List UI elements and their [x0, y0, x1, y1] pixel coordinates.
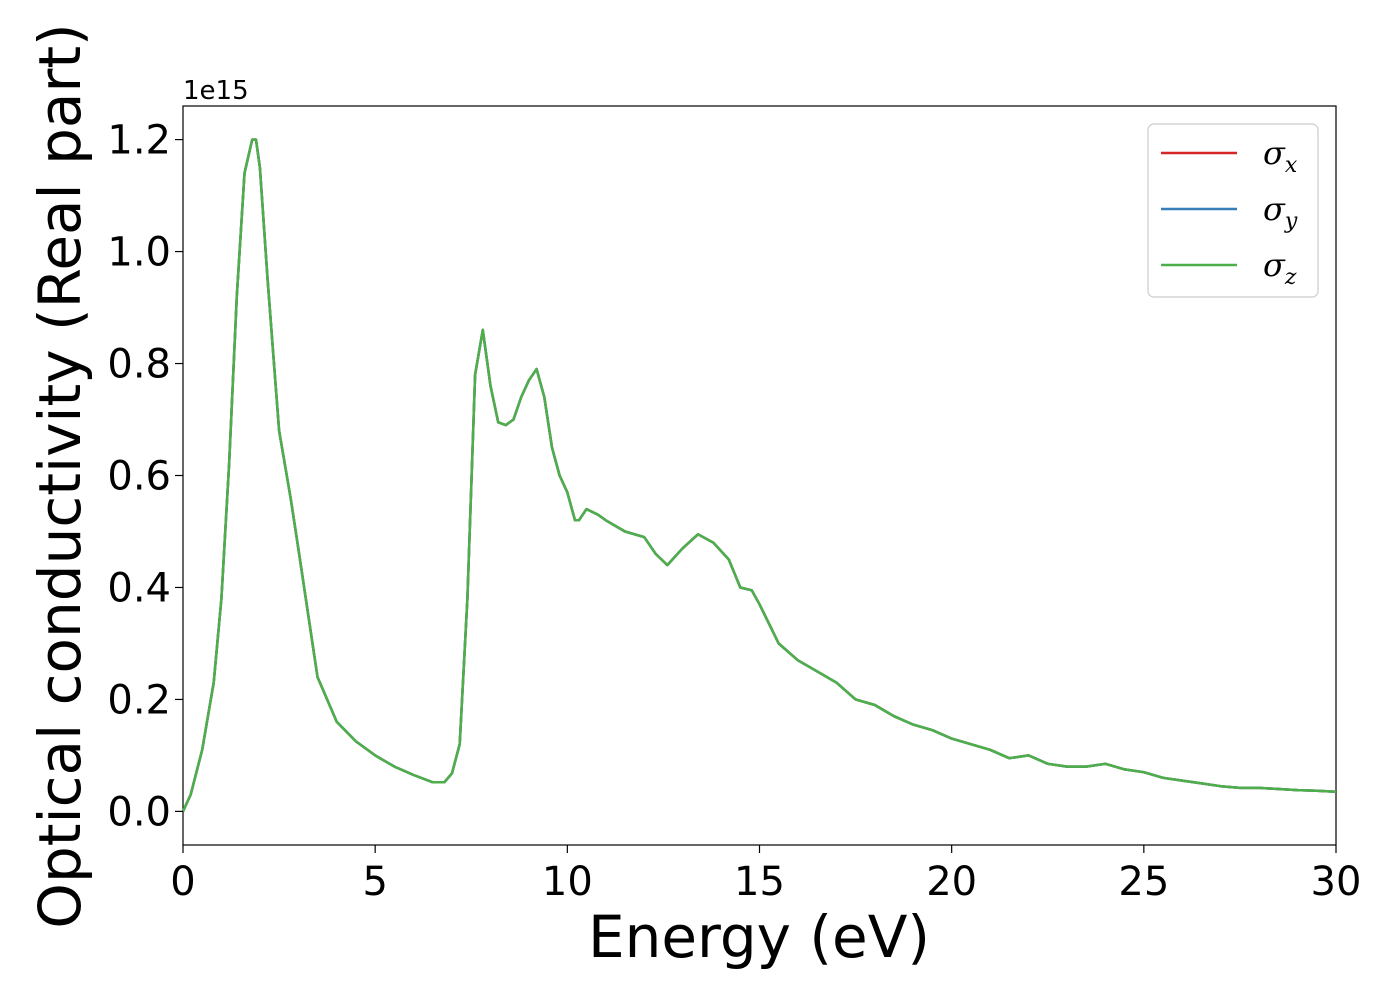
y-tick-label: 1.2 [107, 118, 171, 164]
x-tick-label: 0 [170, 859, 195, 905]
y-tick-label: 0.6 [107, 454, 171, 500]
y-tick-label: 0.2 [107, 677, 171, 723]
x-axis: 0 5 10 15 20 25 30 [170, 845, 1361, 905]
y-axis-title: Optical conductivity (Real part) [26, 23, 94, 928]
legend-box [1147, 123, 1319, 298]
legend-label: σz [1263, 246, 1297, 290]
x-axis-title: Energy (eV) [588, 903, 930, 971]
x-tick-label: 5 [362, 859, 387, 905]
x-tick-label: 15 [734, 859, 785, 905]
y-axis-offset-label: 1e15 [183, 76, 249, 106]
series-layer [181, 138, 1337, 812]
y-tick-label: 0.0 [107, 789, 171, 835]
y-tick-label: 1.0 [107, 230, 171, 276]
y-axis: 0.0 0.2 0.4 0.6 0.8 1.0 1.2 [107, 118, 183, 835]
x-tick-label: 20 [926, 859, 977, 905]
legend-label: σy [1263, 190, 1298, 234]
x-tick-label: 10 [542, 859, 593, 905]
series-line-σz [181, 138, 1337, 812]
y-tick-label: 0.4 [107, 565, 171, 611]
y-tick-label: 0.8 [107, 342, 171, 388]
legend-label: σx [1263, 134, 1298, 178]
x-tick-label: 30 [1311, 859, 1362, 905]
legend: σx σy σz [1147, 123, 1319, 298]
x-tick-label: 25 [1118, 859, 1169, 905]
